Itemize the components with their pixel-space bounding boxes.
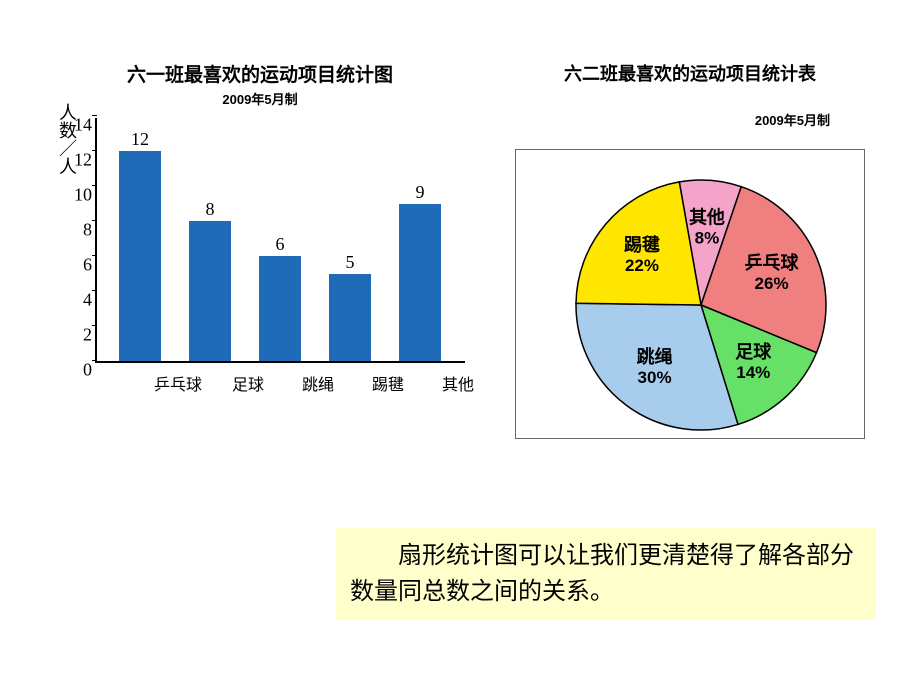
y-tick-mark (92, 325, 97, 326)
bar-plot-area: 02468101214128659 (95, 118, 465, 363)
x-tick-label: 足球 (218, 371, 278, 395)
y-tick-label: 2 (67, 325, 92, 346)
bar-value-label: 6 (259, 234, 301, 255)
y-tick-label: 10 (67, 185, 92, 206)
x-tick-label: 跳绳 (288, 371, 348, 395)
pie-chart-container: 六二班最喜欢的运动项目统计表 2009年5月制 其他8% 乒乓球26% 足球14% 跳… (490, 60, 890, 439)
bar: 9 (399, 204, 441, 362)
x-tick-label: 乒乓球 (148, 371, 208, 395)
y-tick-label: 8 (67, 220, 92, 241)
pie-slice-percent: 14% (736, 363, 770, 382)
pie-slice-percent: 22% (625, 256, 659, 275)
pie-slice-name: 乒乓球 (745, 253, 800, 273)
x-tick-label: 踢毽 (358, 371, 418, 395)
pie-slice-percent: 8% (695, 229, 720, 248)
bar: 5 (329, 274, 371, 362)
bar-value-label: 12 (119, 129, 161, 150)
y-tick-label: 14 (67, 115, 92, 136)
bar-chart-container: 六一班最喜欢的运动项目统计图 2009年5月制 人数／人 02468101214… (55, 60, 465, 363)
pie-slice-percent: 26% (755, 274, 789, 293)
bar: 6 (259, 256, 301, 361)
pie-chart-subtitle: 2009年5月制 (490, 110, 890, 129)
bar-value-label: 5 (329, 252, 371, 273)
y-tick-mark (92, 255, 97, 256)
bar-chart-subtitle: 2009年5月制 (55, 89, 465, 108)
x-tick-label: 其他 (428, 371, 488, 395)
pie-svg: 其他8% 乒乓球26% 足球14% 跳绳30% 踢毽22% (526, 160, 876, 450)
pie-chart-title: 六二班最喜欢的运动项目统计表 (490, 60, 890, 86)
caption-text: 扇形统计图可以让我们更清楚得了解各部分数量同总数之间的关系。 (336, 528, 876, 620)
y-tick-mark (92, 360, 97, 361)
bar-value-label: 9 (399, 182, 441, 203)
bar-chart-title: 六一班最喜欢的运动项目统计图 (55, 60, 465, 87)
y-tick-mark (92, 290, 97, 291)
y-tick-label: 12 (67, 150, 92, 171)
y-tick-mark (92, 150, 97, 151)
pie-slice-name: 踢毽 (624, 234, 660, 255)
y-tick-mark (92, 185, 97, 186)
y-tick-mark (92, 220, 97, 221)
pie-slice-name: 足球 (735, 342, 772, 362)
y-tick-label: 6 (67, 255, 92, 276)
pie-plot-area: 其他8% 乒乓球26% 足球14% 跳绳30% 踢毽22% (515, 149, 865, 439)
pie-slice-percent: 30% (638, 368, 672, 387)
y-tick-mark (92, 115, 97, 116)
bar: 12 (119, 151, 161, 361)
bar: 8 (189, 221, 231, 361)
pie-slice-name: 其他 (689, 207, 725, 228)
bar-chart-plot: 人数／人 02468101214128659 乒乓球足球跳绳踢毽其他 (95, 118, 465, 363)
y-tick-label: 4 (67, 290, 92, 311)
y-tick-label: 0 (67, 360, 92, 381)
bar-value-label: 8 (189, 199, 231, 220)
pie-slice-name: 跳绳 (637, 346, 673, 367)
